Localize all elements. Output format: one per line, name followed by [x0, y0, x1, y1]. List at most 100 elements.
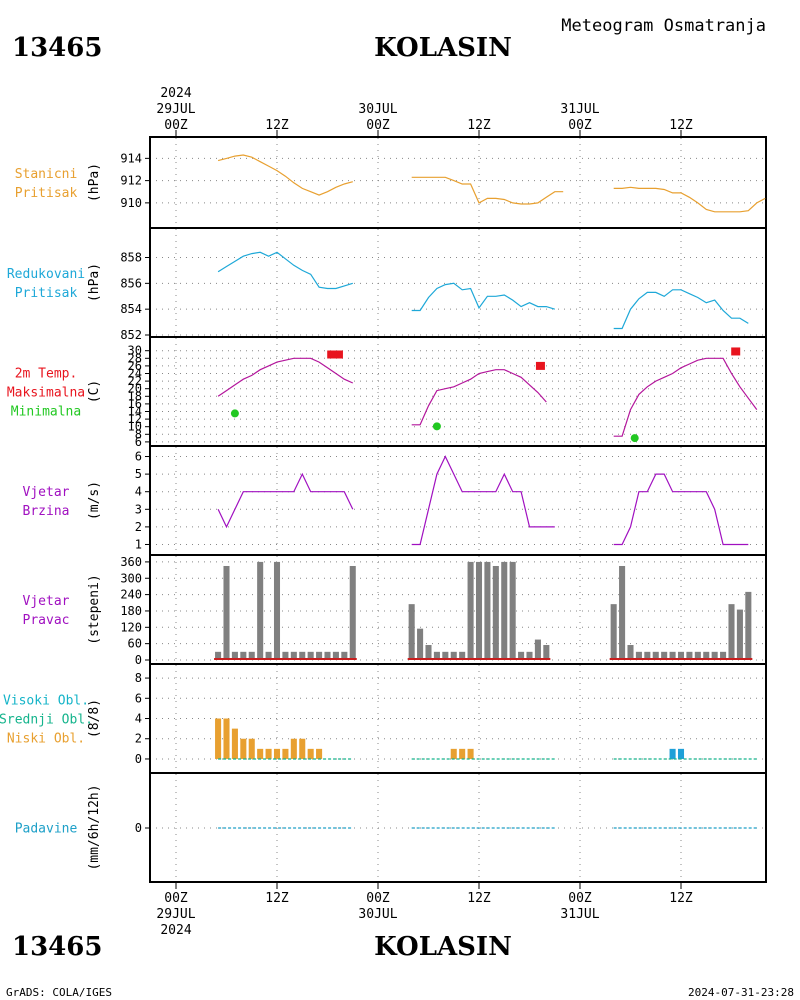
unit-label: (stepeni) — [87, 574, 102, 644]
bar — [745, 591, 752, 660]
y-tick-label: 856 — [120, 276, 142, 290]
panel-label: Redukovani — [7, 267, 85, 282]
panel-label: Vjetar — [23, 594, 70, 609]
y-tick-label: 0 — [135, 752, 142, 766]
footer-timestamp: 2024-07-31-23:28 — [688, 986, 794, 999]
unit-label: (m/s) — [87, 481, 102, 520]
bar — [290, 651, 297, 660]
y-tick-label: 914 — [120, 151, 142, 165]
min-temp-marker — [630, 434, 639, 443]
y-tick-label: 8 — [135, 427, 142, 441]
bar — [307, 748, 314, 759]
y-tick-label: 12 — [128, 412, 142, 426]
y-tick-label: 360 — [120, 555, 142, 569]
bar — [492, 565, 499, 660]
time-label-top: 30JUL — [358, 102, 397, 117]
panel-label: 2m Temp. — [15, 367, 78, 382]
time-label-top: 12Z — [467, 118, 491, 133]
bar — [509, 561, 516, 660]
bar — [677, 748, 685, 759]
y-tick-label: 300 — [120, 571, 142, 585]
subtitle: Meteogram Osmatranja — [561, 16, 766, 36]
y-tick-label: 180 — [120, 604, 142, 618]
bar — [265, 748, 272, 759]
time-label-bottom: 12Z — [669, 891, 693, 906]
series-line — [217, 357, 354, 397]
bar — [248, 651, 255, 660]
bar — [324, 651, 331, 660]
y-tick-label: 22 — [128, 374, 142, 388]
min-temp-marker — [432, 422, 441, 431]
y-tick-label: 912 — [120, 174, 142, 188]
time-label-top: 00Z — [366, 118, 390, 133]
bar — [686, 651, 693, 660]
max-temp-marker — [333, 350, 343, 359]
bar — [619, 565, 626, 660]
bar — [231, 651, 238, 660]
series-line — [613, 186, 766, 213]
panel-label: Visoki Obl. — [3, 694, 89, 709]
bar — [290, 738, 297, 759]
series-line — [613, 473, 749, 546]
y-tick-label: 24 — [128, 367, 142, 381]
y-tick-label: 30 — [128, 344, 142, 358]
time-label-bottom: 12Z — [467, 891, 491, 906]
station-id-top: 13465 — [12, 33, 102, 63]
y-tick-label: 4 — [135, 712, 142, 726]
station-name-bottom: KOLASIN — [374, 932, 512, 962]
time-label-top: 00Z — [164, 118, 188, 133]
max-temp-marker — [731, 347, 741, 356]
time-label-bottom: 00Z — [568, 891, 592, 906]
bar — [240, 651, 247, 660]
y-tick-label: 4 — [135, 485, 142, 499]
bar — [635, 651, 642, 660]
bar — [467, 561, 474, 660]
time-label-bottom: 31JUL — [560, 907, 599, 922]
bar — [442, 651, 449, 660]
bar — [299, 651, 306, 660]
max-temp-marker — [535, 361, 545, 370]
bar — [240, 738, 247, 759]
bar — [526, 651, 533, 660]
y-tick-label: 16 — [128, 397, 142, 411]
series-line — [411, 455, 555, 546]
y-tick-label: 240 — [120, 588, 142, 602]
bar — [223, 718, 230, 759]
bar — [231, 728, 238, 759]
panel-frame — [149, 554, 767, 665]
y-tick-label: 0 — [135, 821, 142, 835]
bar — [307, 651, 314, 660]
bar — [711, 651, 718, 660]
time-label-top: 29JUL — [156, 102, 195, 117]
time-label-top: 12Z — [669, 118, 693, 133]
time-label-top: 2024 — [160, 86, 191, 101]
panel-wind_speed: 6 5 4 3 2 1 (m/s) Vjetar Brzina — [23, 445, 767, 556]
panels: 914912910(hPa)StanicniPritisak8588568548… — [0, 130, 767, 889]
time-label-bottom: 29JUL — [156, 907, 195, 922]
bar — [728, 604, 735, 660]
y-tick-label: 910 — [120, 196, 142, 210]
bar — [475, 561, 483, 660]
y-tick-label: 10 — [128, 420, 142, 434]
panel-wind_direction: 360 300 240 180 120 60 0 (stepeni) Vjetar Pravac — [23, 554, 767, 667]
unit-label: (C) — [87, 380, 102, 403]
panel-label: Vjetar — [23, 485, 70, 500]
bar — [316, 748, 323, 759]
panel-label: Brzina — [23, 504, 70, 519]
bar — [299, 738, 306, 759]
panel-label: Padavine — [15, 822, 78, 837]
time-label-bottom: 12Z — [265, 891, 289, 906]
bar — [223, 565, 230, 660]
bar — [459, 651, 466, 660]
bar — [694, 651, 701, 660]
max-temp-marker — [327, 350, 337, 359]
panel-label: Srednji Obl. — [0, 713, 93, 728]
bar — [332, 651, 339, 660]
bar — [433, 651, 440, 660]
y-tick-label: 20 — [128, 382, 142, 396]
y-tick-label: 6 — [135, 435, 142, 449]
bar — [282, 651, 289, 660]
